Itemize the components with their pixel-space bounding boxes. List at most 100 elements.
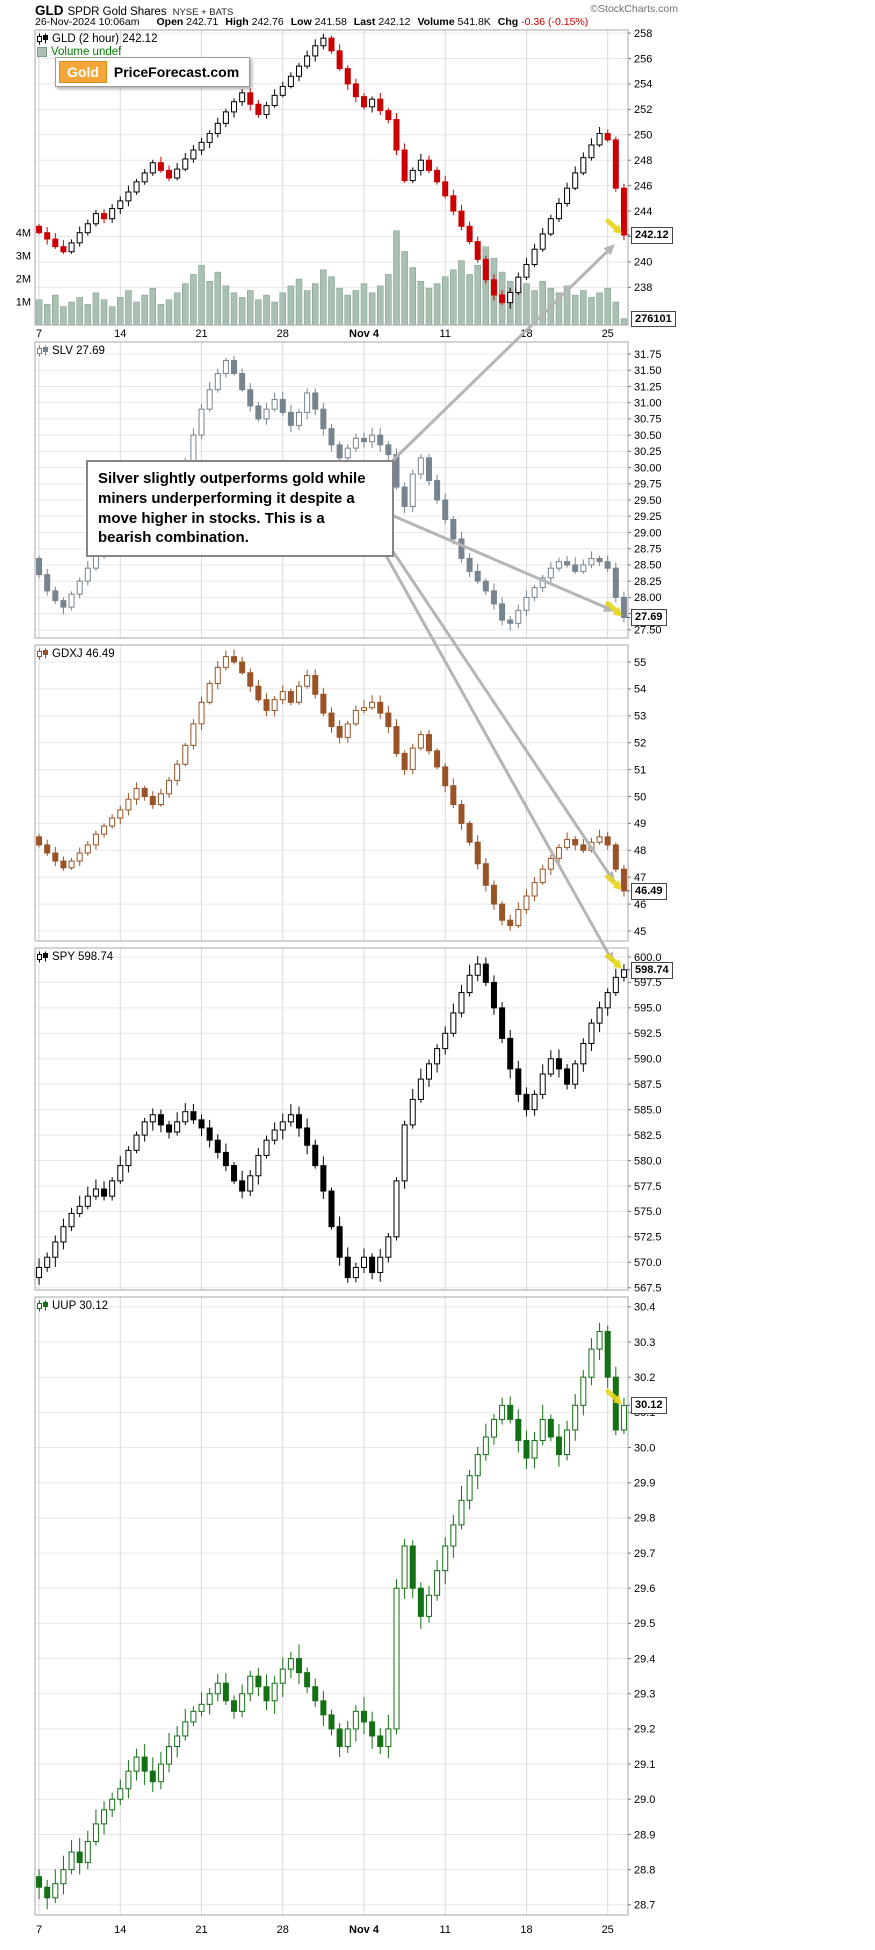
y-tick-label: 592.5 (634, 1028, 662, 1040)
uup-legend: UUP 30.12 (37, 1300, 108, 1312)
y-tick-label: 30.4 (634, 1302, 655, 1314)
gdxj-panel: 45 46 47 48 49 50 51 52 53 54 55 (34, 644, 646, 942)
y-tick-label: 30.00 (634, 462, 662, 474)
gld-volume-label: 276101 (631, 310, 676, 328)
y-tick-label: 29.2 (634, 1724, 655, 1736)
chg-label: Chg (497, 16, 519, 28)
date-axis-bottom: 7 14 21 28 Nov 4 11 18 25 (36, 1924, 614, 1936)
y-tick-label: 46 (634, 899, 646, 911)
logo-text: PriceForecast.com (113, 64, 240, 80)
date-label: 7 (36, 328, 42, 340)
slv-legend-label: SLV 27.69 (52, 345, 105, 357)
y-tick-label: 29.50 (634, 495, 662, 507)
uup-panel: 28.7 28.8 28.9 29.0 29.1 29.2 29.3 29.4 29.5 29.6… (34, 1296, 655, 1916)
date-label: 28 (277, 1924, 289, 1936)
y-tick-label: 55 (634, 657, 646, 669)
volume-axis-label: 4M (16, 228, 31, 240)
slv-candles (36, 355, 627, 631)
date-label: 18 (520, 328, 532, 340)
gld-legend: GLD (2 hour) 242.12 (37, 33, 157, 45)
y-tick-label: 31.25 (634, 381, 662, 393)
gdxj-legend: GDXJ 46.49 (37, 648, 115, 660)
logo-gold-badge: Gold (59, 61, 107, 83)
y-tick-label: 238 (634, 282, 652, 294)
y-tick-label: 256 (634, 53, 652, 65)
y-tick-label: 590.0 (634, 1054, 662, 1066)
annotation-box: Silver slightly outperforms gold while m… (86, 460, 394, 558)
y-tick-label: 248 (634, 155, 652, 167)
open-label: Open (156, 16, 184, 28)
date-label: 25 (602, 1924, 614, 1936)
y-tick-label: 52 (634, 737, 646, 749)
y-tick-label: 244 (634, 206, 652, 218)
spy-legend: SPY 598.74 (37, 951, 113, 963)
volume-bars (35, 230, 628, 326)
y-tick-label: 572.5 (634, 1232, 662, 1244)
volume-label: Volume (417, 16, 455, 28)
datetime: 26-Nov-2024 10:06am (35, 16, 140, 28)
y-tick-label: 258 (634, 28, 652, 40)
y-tick-label: 29.00 (634, 527, 662, 539)
gdxj-last-price-label: 46.49 (631, 882, 667, 900)
y-tick-label: 30.2 (634, 1372, 655, 1384)
gld-candles (36, 33, 627, 309)
gdxj-candles (36, 649, 627, 931)
last-label: Last (353, 16, 376, 28)
candlestick-icon (37, 951, 48, 963)
chg-value: -0.36 (-0.15%) (521, 16, 589, 28)
priceforecast-logo[interactable]: Gold PriceForecast.com (55, 57, 251, 87)
gld-panel: 1M2M3M4M23824024224424624825025225425625… (16, 28, 652, 326)
y-tick-label: 29.7 (634, 1548, 655, 1560)
y-tick-label: 45 (634, 926, 646, 938)
volume-icon (37, 47, 47, 57)
y-tick-label: 577.5 (634, 1181, 662, 1193)
highlight-markers (605, 218, 622, 1405)
slv-legend: SLV 27.69 (37, 345, 105, 357)
y-tick-label: 30.75 (634, 414, 662, 426)
y-tick-label: 49 (634, 818, 646, 830)
y-tick-label: 31.50 (634, 365, 662, 377)
y-tick-label: 567.5 (634, 1283, 662, 1295)
y-tick-label: 53 (634, 711, 646, 723)
y-tick-label: 27.50 (634, 625, 662, 637)
y-tick-label: 29.9 (634, 1478, 655, 1490)
y-tick-label: 31.00 (634, 397, 662, 409)
y-tick-label: 29.5 (634, 1618, 655, 1630)
date-label: 11 (440, 1924, 451, 1936)
spy-last-price-label: 598.74 (631, 961, 673, 979)
y-tick-label: 246 (634, 180, 652, 192)
high-value: 242.76 (251, 16, 284, 28)
candlestick-icon (37, 1300, 48, 1312)
date-label: 21 (195, 328, 207, 340)
gld-legend-label: GLD (2 hour) 242.12 (52, 33, 158, 45)
y-tick-label: 252 (634, 104, 652, 116)
symbol: GLD (35, 3, 64, 18)
y-tick-label: 30.0 (634, 1442, 655, 1454)
high-label: High (225, 16, 249, 28)
date-label: 21 (195, 1924, 207, 1936)
y-tick-label: 254 (634, 79, 652, 91)
annotation-arrows (381, 243, 615, 964)
y-tick-label: 28.25 (634, 576, 662, 588)
candlestick-icon (37, 345, 48, 357)
y-tick-label: 600.0 (634, 952, 662, 964)
y-tick-label: 29.1 (634, 1759, 655, 1771)
date-label: Nov 4 (349, 328, 380, 340)
y-tick-label: 29.4 (634, 1653, 655, 1665)
gld-last-price-label: 242.12 (631, 226, 673, 244)
y-tick-label: 28.8 (634, 1864, 655, 1876)
volume-legend: Volume undef (37, 46, 121, 58)
low-label: Low (290, 16, 312, 28)
symbol-name: SPDR Gold Shares (67, 6, 167, 18)
volume-legend-label: Volume undef (51, 46, 122, 58)
y-tick-label: 595.0 (634, 1003, 662, 1015)
y-tick-label: 28.9 (634, 1829, 655, 1841)
date-label: 18 (520, 1924, 532, 1936)
chart-header: GLD SPDR Gold Shares NYSE + BATS ©StockCha… (35, 2, 678, 18)
uup-candles (36, 1322, 627, 1910)
spy-legend-label: SPY 598.74 (52, 951, 114, 963)
date-label: 11 (440, 328, 451, 340)
candlestick-icon (37, 648, 48, 660)
y-tick-label: 28.7 (634, 1900, 655, 1912)
